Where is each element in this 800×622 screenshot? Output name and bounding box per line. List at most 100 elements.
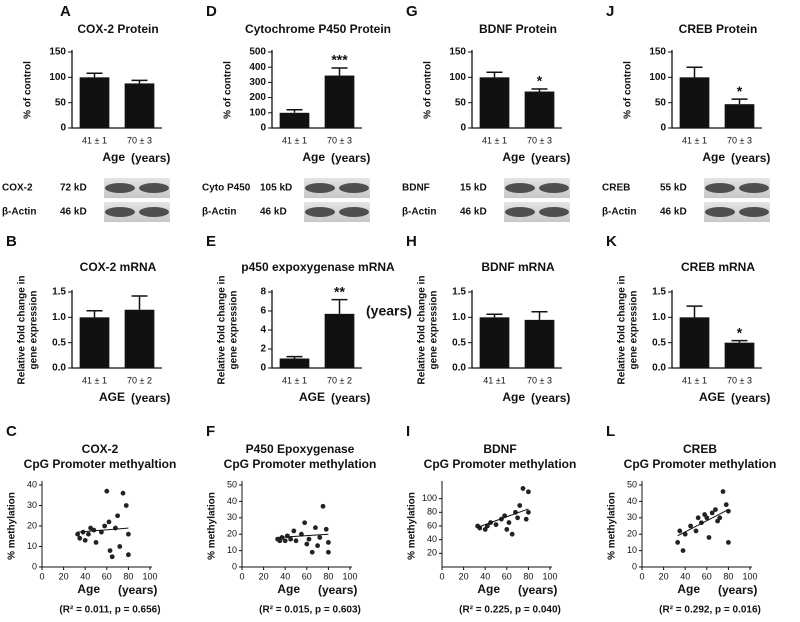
y-axis-label: Relative fold change in (17, 276, 28, 385)
error-bar (486, 313, 503, 318)
x-axis-label: Age (502, 150, 525, 164)
blot-size: 46 kD (260, 207, 287, 218)
bar (79, 317, 110, 368)
bar (124, 83, 155, 128)
point (675, 540, 681, 545)
x-tick-label: 70 ± 3 (327, 135, 352, 145)
x-axis-unit: (years) (131, 391, 170, 405)
bar (479, 77, 510, 128)
blot-image (304, 202, 370, 222)
blot-band (739, 183, 769, 193)
blot-image (504, 178, 570, 198)
trend-line (77, 527, 129, 533)
x-axis-unit: (years) (731, 151, 770, 165)
panel-letter: D (206, 3, 217, 20)
blot-band (139, 183, 169, 193)
x-axis-unit: (years) (331, 151, 370, 165)
chart-title: BDNF Protein (479, 22, 557, 36)
y-tick-label: 0.0 (652, 363, 666, 374)
x-tick-label: 70 ± 3 (527, 375, 552, 385)
point (315, 543, 320, 549)
axis (641, 481, 752, 568)
y-tick-label: 50 (227, 479, 237, 489)
stats: (R² = 0.225, p = 0.040) (459, 605, 561, 616)
trend-line (477, 508, 529, 528)
panel-letter: G (406, 3, 418, 20)
y-axis-label: gene expression (29, 291, 40, 370)
y-tick-label: 10 (27, 541, 37, 551)
x-axis-unit: (years) (531, 391, 570, 405)
blot-size: 55 kD (660, 183, 687, 194)
chart-title: CpG Promoter methylation (424, 457, 577, 471)
blot-protein: β-Actin (202, 207, 236, 218)
point (288, 536, 293, 542)
y-tick-label: 0.5 (452, 337, 466, 348)
blot-size: 46 kD (460, 207, 487, 218)
blot-image (104, 202, 170, 222)
point (482, 527, 488, 532)
y-tick-label: 0 (260, 123, 266, 134)
bar (279, 112, 310, 128)
point (82, 537, 88, 543)
point (713, 507, 718, 512)
point (688, 523, 693, 529)
panel-letter: C (6, 423, 17, 440)
y-axis-label: % methylation (407, 492, 418, 560)
x-axis-label: AGE (299, 390, 325, 404)
point (720, 489, 726, 494)
panel-letter: I (406, 423, 410, 440)
blot-image (104, 178, 170, 198)
x-tick-label: 0 (239, 571, 244, 581)
x-tick-label: 100 (742, 571, 757, 581)
chart-title: BDNF (483, 442, 516, 456)
point (282, 538, 288, 544)
chart-title: CpG Promoter methyaltion (24, 457, 177, 471)
y-tick-label: 4 (260, 325, 266, 336)
x-axis-unit: (years) (718, 583, 757, 597)
y-axis-label: % of control (623, 61, 634, 119)
y-tick-label: 500 (249, 47, 266, 58)
point (115, 513, 120, 519)
point (323, 526, 329, 532)
y-axis-label: % methylation (7, 492, 18, 560)
point (709, 510, 715, 516)
point (304, 541, 310, 547)
x-axis-label: Age (477, 582, 500, 596)
y-axis-label: % methylation (607, 492, 618, 560)
bar (124, 309, 155, 368)
y-tick-label: 0.0 (52, 363, 66, 374)
chart-title: BDNF mRNA (481, 260, 555, 274)
panel-letter: E (206, 233, 216, 250)
error-bar (331, 67, 348, 76)
y-tick-label: 10 (627, 545, 637, 555)
x-tick-label: 60 (702, 571, 712, 581)
point (695, 515, 701, 521)
point (506, 520, 512, 525)
x-tick-label: 41 ± 1 (482, 135, 507, 145)
y-tick-label: 100 (649, 72, 666, 83)
point (509, 531, 515, 537)
point (677, 528, 683, 534)
x-tick-label: 70 ± 2 (127, 375, 152, 385)
x-axis-label: Age (277, 582, 300, 596)
blot-image (704, 178, 770, 198)
y-tick-label: 8 (260, 287, 266, 298)
bar (279, 358, 310, 368)
bar (724, 104, 755, 128)
point (125, 552, 131, 558)
y-tick-label: 1.0 (452, 312, 466, 323)
point (493, 522, 499, 528)
panel-letter: B (6, 233, 17, 250)
error-bar (686, 66, 703, 78)
blot-band (339, 207, 369, 217)
x-tick-label: 80 (323, 571, 333, 581)
x-axis-label: AGE (99, 390, 125, 404)
x-tick-label: 70 ± 3 (527, 135, 552, 145)
panel-letter: F (206, 423, 215, 440)
chart-title: P450 Epoxygenase (246, 442, 355, 456)
x-axis-unit: (years) (131, 151, 170, 165)
y-tick-label: 40 (27, 479, 37, 489)
x-tick-label: 20 (259, 571, 269, 581)
x-tick-label: 41 ± 1 (682, 135, 707, 145)
x-tick-label: 40 (80, 571, 90, 581)
